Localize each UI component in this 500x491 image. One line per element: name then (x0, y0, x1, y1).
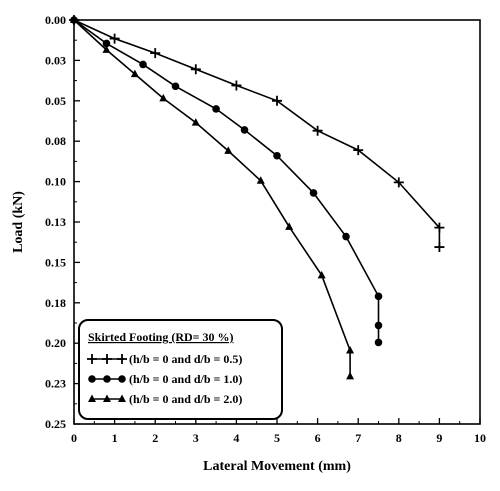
legend-marker (88, 375, 96, 383)
legend: Skirted Footing (RD= 30 %) (h/b = 0 and … (78, 319, 283, 420)
data-point (159, 93, 168, 102)
data-point (342, 232, 350, 241)
x-tick-label: 5 (274, 431, 280, 445)
legend-marker (117, 354, 127, 364)
data-point (434, 242, 445, 253)
y-tick-label: 0.13 (45, 215, 66, 229)
legend-item: (h/b = 0 and d/b = 0.5) (87, 352, 242, 366)
series-3 (70, 15, 355, 380)
x-tick-label: 2 (152, 431, 158, 445)
legend-marker (118, 394, 126, 402)
x-tick-label: 0 (71, 431, 77, 445)
y-tick-label: 0.20 (45, 336, 66, 350)
legend-label: (h/b = 0 and d/b = 1.0) (129, 372, 242, 386)
data-point (256, 176, 265, 184)
y-tick-label: 0.23 (45, 377, 66, 391)
legend-marker (87, 354, 97, 364)
y-tick-label: 0.18 (45, 296, 66, 310)
y-tick-label: 0.25 (45, 417, 66, 431)
data-point (346, 345, 355, 354)
data-point (190, 64, 201, 75)
x-tick-label: 1 (112, 431, 118, 445)
data-point (353, 145, 364, 156)
y-tick-label: 0.00 (45, 13, 66, 27)
legend-title: Skirted Footing (RD= 30 %) (88, 330, 234, 344)
legend-marker (88, 394, 96, 402)
data-point (309, 189, 318, 197)
x-tick-label: 7 (355, 431, 361, 445)
data-point (240, 126, 249, 134)
y-tick-label: 0.05 (45, 94, 66, 108)
x-tick-label: 10 (474, 431, 486, 445)
legend-label: (h/b = 0 and d/b = 0.5) (129, 352, 242, 366)
legend-marker (102, 354, 112, 364)
data-point (150, 48, 161, 59)
data-point (346, 371, 355, 380)
data-point (312, 125, 323, 136)
data-point (109, 33, 120, 44)
x-tick-label: 9 (436, 431, 442, 445)
legend-item: (h/b = 0 and d/b = 2.0) (88, 392, 242, 406)
data-point (139, 60, 147, 69)
series-layer (69, 15, 445, 380)
legend-box (78, 319, 283, 420)
data-point (273, 151, 281, 160)
data-point (374, 292, 383, 301)
y-tick-label: 0.08 (45, 134, 66, 148)
data-point (130, 69, 139, 78)
series-1 (69, 15, 445, 253)
data-point (272, 95, 282, 106)
data-point (102, 39, 111, 48)
y-axis-title: Load (kN) (11, 191, 26, 253)
y-tick-label: 0.10 (45, 175, 66, 189)
data-point (231, 80, 242, 91)
data-point (285, 222, 294, 230)
legend-items: (h/b = 0 and d/b = 0.5) (h/b = 0 and d/b … (87, 352, 242, 406)
x-tick-label: 8 (396, 431, 402, 445)
legend-item: (h/b = 0 and d/b = 1.0) (88, 372, 242, 386)
x-tick-label: 4 (233, 431, 239, 445)
series-line (73, 19, 441, 247)
x-tick-label: 6 (315, 431, 321, 445)
data-point (434, 222, 445, 233)
data-point (224, 146, 233, 154)
data-point (393, 177, 404, 188)
x-tick-label: 3 (193, 431, 199, 445)
y-tick-label: 0.15 (45, 255, 66, 269)
legend-marker (118, 375, 126, 383)
data-point (171, 82, 180, 91)
data-point (374, 338, 383, 347)
legend-marker (103, 394, 111, 402)
axis-ticks: 0 1 2 3 4 5 6 7 8 9 10 0.00 0.03 0.05 0.08 0.10 0.13 0.15… (45, 13, 486, 445)
data-point (102, 45, 111, 53)
series-line (73, 19, 380, 343)
x-axis-title: Lateral Movement (mm) (203, 459, 351, 474)
legend-marker (103, 375, 111, 383)
data-point (317, 270, 326, 279)
legend-label: (h/b = 0 and d/b = 2.0) (129, 392, 242, 406)
y-tick-label: 0.03 (45, 53, 66, 67)
data-point (191, 118, 200, 126)
data-point (212, 105, 220, 113)
data-point (374, 321, 383, 330)
series-2 (70, 16, 383, 347)
